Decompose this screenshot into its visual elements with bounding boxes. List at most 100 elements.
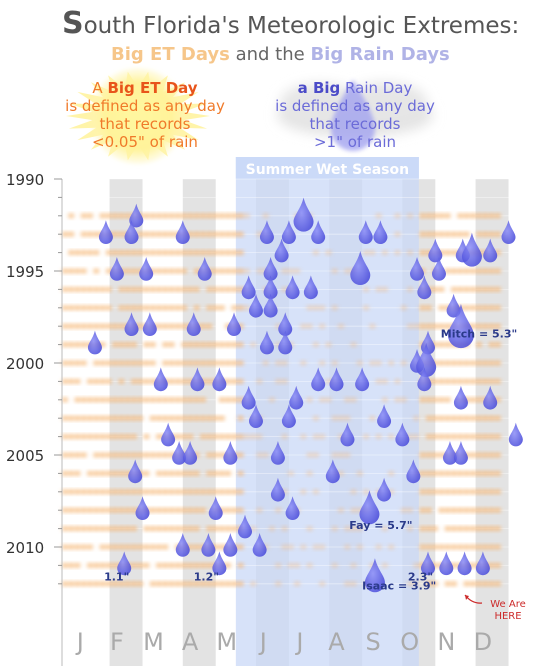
et-dot — [105, 526, 113, 531]
et-row — [61, 434, 502, 439]
et-dot — [488, 452, 495, 458]
et-dot — [237, 544, 244, 550]
et-dot — [74, 507, 81, 513]
et-dot — [130, 581, 138, 587]
et-dot — [494, 434, 502, 439]
et-dot — [130, 305, 138, 311]
et-dot — [105, 507, 113, 513]
et-dot — [80, 231, 87, 237]
y-tick-label: 2010 — [6, 539, 44, 557]
et-dot — [168, 342, 175, 347]
et-dot — [482, 471, 489, 476]
et-dot — [281, 526, 288, 531]
rain-drop — [278, 312, 293, 337]
rain-def-line2: is defined as any day — [275, 97, 435, 115]
et-dot — [224, 507, 232, 513]
et-dot — [400, 305, 407, 311]
et-dot — [231, 360, 238, 366]
et-dot — [237, 452, 244, 458]
et-dot — [275, 379, 282, 384]
et-dot — [105, 434, 113, 439]
et-dot — [212, 213, 219, 219]
et-dot — [155, 397, 163, 403]
et-dot — [369, 323, 376, 329]
rain-drop — [373, 220, 388, 244]
et-dot — [325, 397, 332, 403]
et-dot — [419, 544, 426, 550]
rain-drop — [270, 477, 285, 502]
et-dot — [431, 581, 439, 587]
et-dot — [256, 434, 263, 439]
rain-drop — [325, 459, 340, 484]
et-dot — [237, 563, 244, 568]
et-dot — [61, 379, 69, 384]
et-dot — [224, 360, 232, 366]
et-dot — [168, 268, 175, 274]
et-dot — [105, 323, 113, 329]
et-dot — [475, 452, 483, 458]
et-dot — [450, 507, 458, 513]
et-dot — [224, 287, 232, 292]
et-dot — [155, 544, 163, 550]
et-dot — [224, 526, 232, 531]
et-dot — [174, 379, 182, 384]
et-dot — [494, 526, 502, 531]
et-dot — [350, 581, 357, 587]
et-dot — [494, 489, 502, 495]
y-tick-label: 2005 — [6, 447, 44, 465]
et-dot — [300, 434, 307, 439]
et-dot — [494, 268, 502, 274]
et-dot — [463, 581, 470, 587]
rain-drop — [212, 551, 227, 576]
et-dot — [180, 360, 188, 366]
et-dot — [118, 489, 125, 495]
rain-drop — [508, 422, 523, 447]
et-dot — [218, 452, 225, 458]
et-dot — [86, 415, 94, 421]
et-dot — [431, 489, 439, 495]
et-dot — [212, 581, 219, 587]
et-dot — [475, 489, 483, 495]
rain-def-post: Rain Day — [340, 79, 412, 97]
et-dot — [130, 415, 138, 421]
et-dot — [231, 250, 238, 255]
et-dot — [450, 434, 458, 439]
et-dot — [419, 507, 426, 513]
et-dot — [488, 323, 495, 329]
et-dot — [174, 287, 182, 292]
et-dot — [457, 360, 464, 366]
et-dot — [494, 379, 502, 384]
et-dot — [137, 250, 144, 255]
et-dot — [149, 544, 156, 550]
et-dot — [444, 507, 451, 513]
et-dot — [431, 452, 439, 458]
svg-text:a Big Rain Day: a Big Rain Day — [298, 79, 413, 97]
et-dot — [444, 397, 451, 403]
et-dot — [482, 379, 489, 384]
et-dot — [86, 507, 94, 513]
et-dot — [337, 507, 345, 513]
et-dot — [469, 213, 476, 219]
et-dot — [99, 360, 106, 366]
rain-drop — [428, 238, 443, 263]
et-dot — [243, 268, 251, 274]
et-dot — [425, 526, 433, 531]
et-dot — [199, 489, 207, 495]
et-dot — [99, 563, 106, 568]
et-dot — [231, 305, 238, 311]
et-dot — [457, 471, 464, 476]
et-dot — [61, 434, 69, 439]
et-dot — [61, 360, 69, 366]
et-dot — [419, 213, 426, 219]
et-dot — [130, 268, 138, 274]
rain-drop — [285, 496, 300, 521]
et-dot — [438, 305, 445, 311]
et-dot — [438, 471, 445, 476]
et-dot — [137, 452, 144, 458]
et-dot — [168, 287, 175, 292]
et-dot — [231, 581, 238, 587]
rain-drop — [124, 220, 139, 244]
rain-drop — [358, 220, 373, 244]
et-dot — [387, 544, 395, 550]
et-dot — [482, 434, 489, 439]
